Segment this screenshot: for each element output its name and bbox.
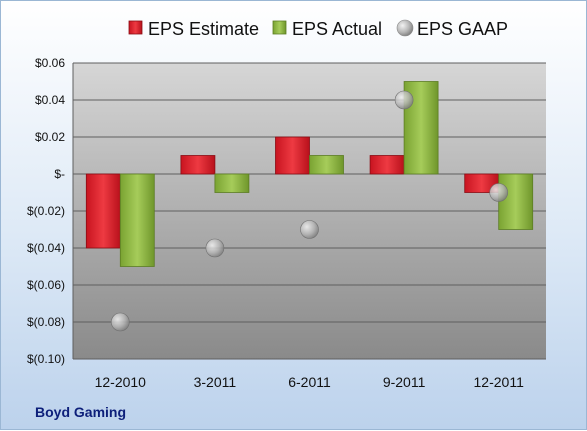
y-tick-label: $(0.04): [27, 241, 65, 255]
y-tick-label: $0.04: [35, 93, 65, 107]
y-tick-label: $(0.06): [27, 278, 65, 292]
y-tick-label: $0.02: [35, 130, 65, 144]
x-category-label: 6-2011: [288, 374, 331, 390]
marker-eps-gaap: [300, 220, 319, 239]
marker-eps-gaap: [205, 238, 225, 258]
company-name: Boyd Gaming: [35, 404, 126, 420]
legend-swatch-gaap: [396, 19, 414, 37]
legend-item-eps-actual[interactable]: EPS Actual: [272, 19, 382, 39]
y-tick-label: $0.06: [35, 56, 65, 70]
x-axis-categories: 12-2010 3-2011 6-2011 9-2011 12-2011: [95, 374, 524, 390]
x-category-label: 9-2011: [383, 374, 426, 390]
legend-label-gaap: EPS GAAP: [417, 19, 508, 39]
y-tick-label: $(0.10): [27, 352, 65, 366]
legend: EPS Estimate EPS Actual EPS GAAP: [128, 19, 508, 39]
y-tick-label: $-: [54, 167, 65, 181]
bars: [85, 81, 534, 267]
legend-item-eps-gaap[interactable]: EPS GAAP: [396, 19, 508, 39]
bar-eps-estimate: [85, 173, 121, 249]
legend-swatch-actual: [272, 20, 287, 35]
y-tick-label: $(0.02): [27, 204, 65, 218]
bar-eps-actual: [309, 155, 344, 175]
marker-eps-gaap: [111, 312, 130, 332]
bar-eps-actual: [214, 173, 250, 193]
bar-eps-estimate: [180, 155, 216, 175]
legend-swatch-estimate: [128, 20, 143, 35]
legend-item-eps-estimate[interactable]: EPS Estimate: [128, 19, 259, 39]
bar-eps-estimate: [369, 155, 405, 175]
gaap-markers: [111, 90, 509, 332]
x-category-label: 12-2010: [95, 374, 147, 390]
x-category-label: 12-2011: [474, 374, 525, 390]
y-tick-label: $(0.08): [27, 315, 65, 329]
bar-eps-estimate: [275, 136, 310, 175]
y-axis-ticks: $0.06 $0.04 $0.02 $- $(0.02) $(0.04) $(0.06) $(…: [27, 56, 65, 366]
marker-eps-gaap: [394, 90, 414, 110]
marker-eps-gaap: [489, 183, 509, 202]
x-category-label: 3-2011: [194, 374, 237, 390]
bar-eps-actual: [119, 173, 155, 267]
legend-label-estimate: EPS Estimate: [148, 19, 259, 39]
legend-label-actual: EPS Actual: [292, 19, 382, 39]
bar-eps-actual: [498, 173, 534, 230]
